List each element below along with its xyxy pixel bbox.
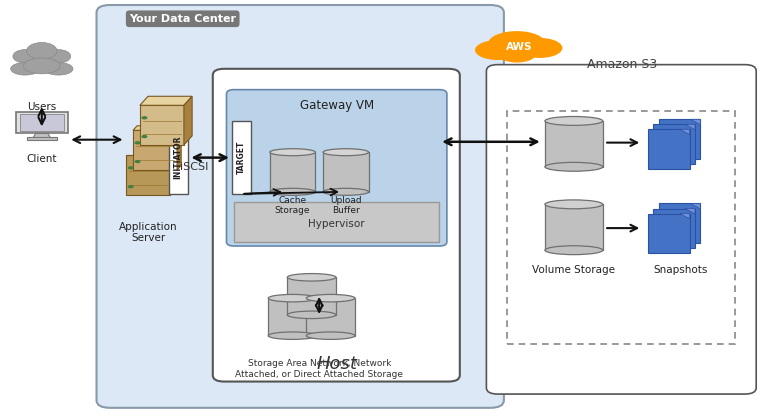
FancyBboxPatch shape — [226, 90, 447, 246]
Text: TARGET: TARGET — [237, 141, 245, 174]
Polygon shape — [268, 298, 317, 336]
Text: Client: Client — [27, 154, 57, 164]
Ellipse shape — [545, 200, 603, 209]
Text: Your Data Center: Your Data Center — [129, 14, 236, 24]
Text: Cache
Storage: Cache Storage — [275, 196, 310, 216]
Text: Snapshots: Snapshots — [653, 265, 708, 275]
Bar — [16, 112, 68, 133]
Polygon shape — [680, 129, 690, 135]
Ellipse shape — [488, 31, 546, 56]
Text: Hypervisor: Hypervisor — [309, 219, 365, 229]
Bar — [232, 121, 251, 194]
Text: Upload
Buffer: Upload Buffer — [330, 196, 362, 216]
Ellipse shape — [498, 46, 536, 63]
Polygon shape — [140, 96, 192, 106]
Bar — [140, 106, 184, 145]
Polygon shape — [177, 126, 181, 170]
Text: INITIATOR: INITIATOR — [174, 136, 182, 179]
Polygon shape — [690, 203, 701, 209]
Circle shape — [27, 43, 57, 59]
FancyBboxPatch shape — [97, 5, 504, 408]
Ellipse shape — [323, 188, 369, 195]
Circle shape — [135, 141, 141, 145]
Circle shape — [135, 160, 141, 163]
Bar — [648, 214, 690, 253]
Polygon shape — [287, 277, 336, 315]
Bar — [169, 121, 188, 194]
Circle shape — [141, 116, 147, 120]
Ellipse shape — [270, 188, 315, 195]
Ellipse shape — [475, 40, 521, 60]
Bar — [648, 129, 690, 169]
Text: Amazon S3: Amazon S3 — [587, 58, 657, 71]
Bar — [654, 208, 695, 248]
Bar — [507, 111, 735, 344]
Ellipse shape — [44, 63, 73, 75]
Bar — [234, 202, 439, 242]
Ellipse shape — [287, 274, 336, 281]
Text: Host: Host — [316, 354, 357, 373]
FancyBboxPatch shape — [213, 69, 460, 382]
Text: iSCSI: iSCSI — [179, 162, 208, 172]
Circle shape — [128, 166, 134, 170]
Ellipse shape — [545, 246, 603, 255]
Polygon shape — [33, 133, 51, 138]
Bar — [654, 124, 695, 164]
Bar — [20, 114, 64, 131]
Circle shape — [13, 50, 37, 63]
Ellipse shape — [323, 149, 369, 156]
Ellipse shape — [306, 332, 355, 339]
Polygon shape — [690, 119, 701, 125]
Circle shape — [128, 185, 134, 188]
Bar — [27, 137, 57, 140]
Ellipse shape — [268, 294, 317, 302]
Ellipse shape — [287, 311, 336, 319]
Text: Gateway VM: Gateway VM — [299, 98, 374, 112]
Ellipse shape — [268, 332, 317, 339]
Ellipse shape — [270, 149, 315, 156]
Polygon shape — [323, 152, 369, 192]
Polygon shape — [184, 96, 192, 145]
Ellipse shape — [306, 294, 355, 302]
FancyBboxPatch shape — [486, 65, 756, 394]
Bar — [126, 156, 170, 195]
Bar — [658, 119, 701, 159]
Ellipse shape — [517, 38, 562, 58]
Polygon shape — [680, 214, 690, 219]
Bar — [133, 130, 177, 170]
Polygon shape — [545, 204, 603, 250]
Circle shape — [141, 135, 147, 138]
Polygon shape — [306, 298, 355, 336]
Text: Volume Storage: Volume Storage — [532, 265, 616, 275]
Text: Users: Users — [27, 102, 56, 112]
Ellipse shape — [24, 58, 60, 74]
Polygon shape — [686, 124, 695, 130]
Polygon shape — [270, 152, 315, 192]
Text: Application
Server: Application Server — [119, 222, 178, 244]
Ellipse shape — [545, 116, 603, 126]
Bar — [658, 203, 701, 243]
Polygon shape — [686, 208, 695, 214]
Ellipse shape — [11, 63, 40, 75]
Circle shape — [46, 50, 71, 63]
Text: AWS: AWS — [506, 42, 532, 52]
Polygon shape — [133, 126, 181, 130]
Text: Storage Area Network, Network
Attached, or Direct Attached Storage: Storage Area Network, Network Attached, … — [235, 359, 404, 379]
Ellipse shape — [545, 162, 603, 171]
Polygon shape — [545, 121, 603, 167]
